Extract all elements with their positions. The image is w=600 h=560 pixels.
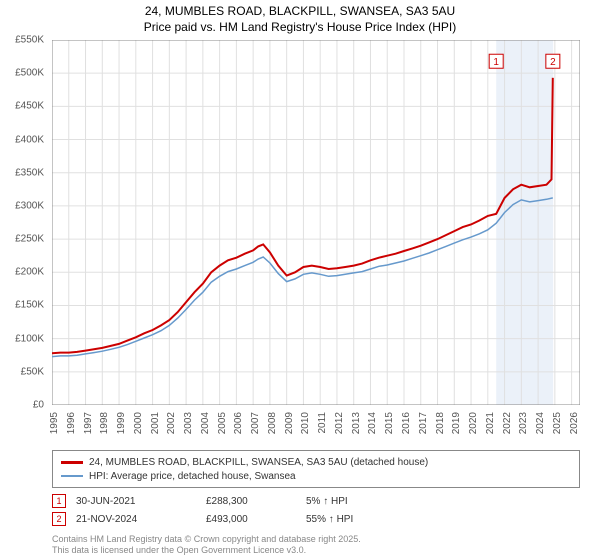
x-tick-label: 2002	[166, 412, 177, 444]
x-tick-label: 2001	[150, 412, 161, 444]
legend-swatch-blue	[61, 475, 83, 477]
y-tick-label: £400K	[15, 134, 44, 145]
x-tick-label: 2020	[468, 412, 479, 444]
legend-swatch-red	[61, 461, 83, 464]
x-tick-label: 1997	[83, 412, 94, 444]
legend-row-hpi: HPI: Average price, detached house, Swan…	[61, 469, 571, 483]
sale-date-1: 30-JUN-2021	[76, 496, 196, 507]
chart-title: 24, MUMBLES ROAD, BLACKPILL, SWANSEA, SA…	[0, 0, 600, 35]
x-tick-label: 2024	[535, 412, 546, 444]
table-row: 2 21-NOV-2024 £493,000 55% ↑ HPI	[52, 510, 580, 528]
x-tick-label: 2010	[300, 412, 311, 444]
x-tick-label: 2015	[384, 412, 395, 444]
sale-marker-1: 1	[52, 494, 66, 508]
y-tick-label: £300K	[15, 200, 44, 211]
sales-table: 1 30-JUN-2021 £288,300 5% ↑ HPI 2 21-NOV…	[52, 492, 580, 528]
sale-price-1: £288,300	[206, 496, 296, 507]
table-row: 1 30-JUN-2021 £288,300 5% ↑ HPI	[52, 492, 580, 510]
chart-container: 24, MUMBLES ROAD, BLACKPILL, SWANSEA, SA…	[0, 0, 600, 560]
x-tick-label: 2018	[435, 412, 446, 444]
x-tick-label: 2012	[334, 412, 345, 444]
sale-pct-1: 5% ↑ HPI	[306, 496, 426, 507]
y-tick-label: £100K	[15, 333, 44, 344]
copyright-line2: This data is licensed under the Open Gov…	[52, 545, 306, 555]
x-tick-label: 2013	[351, 412, 362, 444]
copyright-line1: Contains HM Land Registry data © Crown c…	[52, 534, 361, 544]
y-tick-label: £500K	[15, 68, 44, 79]
chart-svg: 12	[52, 40, 580, 405]
sale-price-2: £493,000	[206, 514, 296, 525]
y-tick-label: £200K	[15, 267, 44, 278]
x-tick-label: 2000	[133, 412, 144, 444]
sale-marker-2: 2	[52, 512, 66, 526]
x-tick-label: 2011	[317, 412, 328, 444]
x-tick-label: 2026	[569, 412, 580, 444]
legend-label-blue: HPI: Average price, detached house, Swan…	[89, 471, 296, 482]
x-tick-label: 2022	[502, 412, 513, 444]
x-tick-label: 2005	[217, 412, 228, 444]
x-tick-label: 2023	[518, 412, 529, 444]
y-tick-label: £550K	[15, 35, 44, 46]
y-tick-label: £50K	[21, 366, 44, 377]
legend-label-red: 24, MUMBLES ROAD, BLACKPILL, SWANSEA, SA…	[89, 457, 428, 468]
y-tick-label: £150K	[15, 300, 44, 311]
y-tick-label: £0	[33, 400, 44, 411]
x-tick-label: 1998	[99, 412, 110, 444]
legend-row-price-paid: 24, MUMBLES ROAD, BLACKPILL, SWANSEA, SA…	[61, 455, 571, 469]
x-tick-label: 2014	[367, 412, 378, 444]
copyright: Contains HM Land Registry data © Crown c…	[52, 534, 580, 556]
x-tick-label: 2009	[284, 412, 295, 444]
plot-area: 12	[52, 40, 580, 405]
x-tick-label: 1999	[116, 412, 127, 444]
x-tick-label: 2007	[250, 412, 261, 444]
sale-date-2: 21-NOV-2024	[76, 514, 196, 525]
y-tick-label: £350K	[15, 167, 44, 178]
x-axis-labels: 1995 1996 1997 1998 1999 2000 2001 2002 2003 2004…	[52, 410, 580, 450]
x-tick-label: 1996	[66, 412, 77, 444]
title-address: 24, MUMBLES ROAD, BLACKPILL, SWANSEA, SA…	[145, 4, 455, 18]
y-axis-labels: £0£50K£100K£150K£200K£250K£300K£350K£400…	[0, 40, 48, 405]
x-tick-label: 2025	[552, 412, 563, 444]
x-tick-label: 2003	[183, 412, 194, 444]
x-tick-label: 2019	[451, 412, 462, 444]
x-tick-label: 2008	[267, 412, 278, 444]
x-tick-label: 2006	[233, 412, 244, 444]
title-subtitle: Price paid vs. HM Land Registry's House …	[144, 20, 456, 34]
x-tick-label: 2021	[485, 412, 496, 444]
y-tick-label: £450K	[15, 101, 44, 112]
x-tick-label: 2017	[418, 412, 429, 444]
svg-text:1: 1	[493, 57, 499, 68]
svg-text:2: 2	[550, 57, 556, 68]
legend: 24, MUMBLES ROAD, BLACKPILL, SWANSEA, SA…	[52, 450, 580, 488]
x-tick-label: 1995	[49, 412, 60, 444]
y-tick-label: £250K	[15, 234, 44, 245]
x-tick-label: 2016	[401, 412, 412, 444]
sale-pct-2: 55% ↑ HPI	[306, 514, 426, 525]
x-tick-label: 2004	[200, 412, 211, 444]
